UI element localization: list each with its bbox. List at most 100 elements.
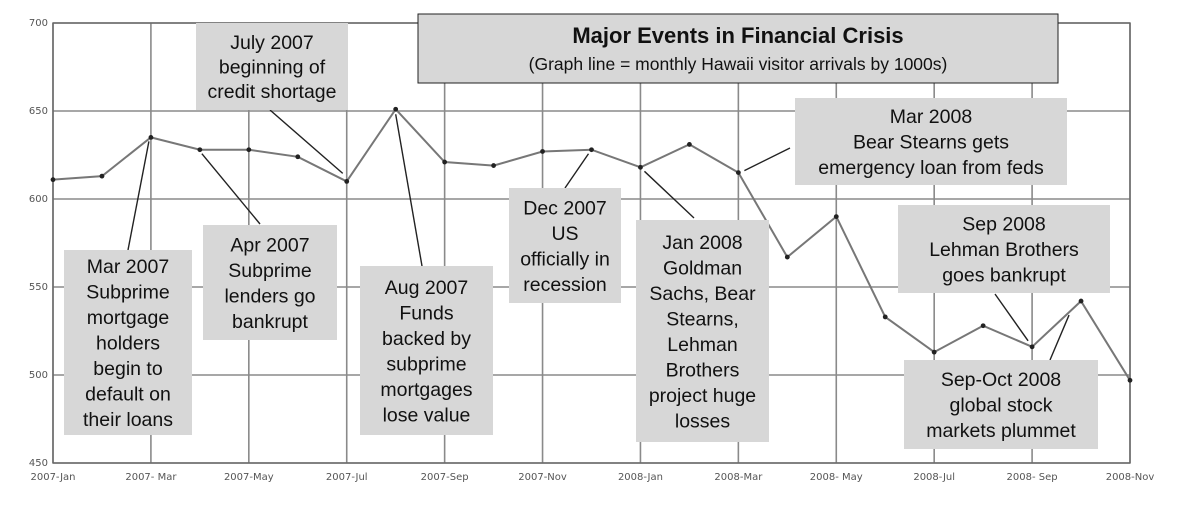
annotation-leader-line bbox=[127, 141, 150, 251]
data-point bbox=[931, 349, 937, 355]
annotation-text: US bbox=[551, 223, 578, 245]
annotation-box bbox=[509, 188, 621, 303]
data-point bbox=[589, 147, 594, 153]
annotation-leader-line bbox=[994, 293, 1029, 342]
annotation-leader-line bbox=[1049, 314, 1070, 361]
annotation-dec2007: Dec 2007 US officially in recession bbox=[509, 188, 621, 303]
data-point bbox=[833, 214, 839, 220]
annotation-text: markets plummet bbox=[926, 420, 1076, 442]
annotation-text: Sep 2008 bbox=[962, 214, 1046, 236]
annotation-text: losses bbox=[675, 410, 731, 432]
annotation-box bbox=[904, 360, 1098, 449]
annotation-text: holders bbox=[96, 333, 160, 355]
annotation-text: Lehman bbox=[667, 334, 737, 356]
x-tick-label: 2007-Nov bbox=[518, 472, 567, 483]
annotation-text: Mar 2007 bbox=[87, 256, 169, 278]
annotation-leader-line bbox=[201, 153, 261, 225]
annotation-text: Sachs, Bear bbox=[649, 283, 756, 305]
chart-subtitle: (Graph line = monthly Hawaii visitor arr… bbox=[529, 54, 948, 74]
data-point bbox=[882, 314, 888, 320]
annotation-text: credit shortage bbox=[208, 81, 337, 103]
y-tick-label: 700 bbox=[29, 18, 48, 29]
annotation-text: recession bbox=[523, 274, 606, 296]
annotation-leaders bbox=[127, 109, 1070, 361]
annotation-box bbox=[898, 205, 1110, 293]
annotation-sepoct2008: Sep-Oct 2008 global stock markets plummet bbox=[904, 360, 1098, 449]
annotation-box bbox=[196, 23, 348, 110]
annotation-text: Goldman bbox=[663, 257, 742, 279]
data-point bbox=[540, 149, 545, 154]
annotation-mar2007: Mar 2007 Subprime mortgage holders begin to d… bbox=[64, 250, 192, 435]
annotation-text: Bear Stearns gets bbox=[853, 132, 1009, 154]
data-point bbox=[393, 106, 399, 112]
chart-title: Major Events in Financial Crisis bbox=[572, 23, 903, 48]
data-point bbox=[197, 147, 203, 153]
annotation-text: mortgages bbox=[380, 379, 472, 401]
annotation-text: Apr 2007 bbox=[230, 234, 309, 256]
data-point bbox=[246, 147, 252, 153]
annotation-box bbox=[203, 225, 337, 340]
x-tick-label: 2008- Sep bbox=[1007, 472, 1058, 483]
annotation-text: Sep-Oct 2008 bbox=[941, 369, 1061, 391]
data-point bbox=[295, 154, 301, 160]
data-point bbox=[687, 142, 692, 147]
annotation-text: Lehman Brothers bbox=[929, 239, 1079, 261]
annotation-text: bankrupt bbox=[232, 311, 308, 333]
annotation-text: lenders go bbox=[224, 285, 315, 307]
x-tick-label: 2007-Jul bbox=[326, 472, 368, 483]
data-point bbox=[638, 164, 643, 170]
annotation-text: July 2007 bbox=[230, 32, 313, 54]
annotation-text: lose value bbox=[383, 404, 471, 426]
data-point bbox=[980, 323, 986, 329]
annotation-text: emergency loan from feds bbox=[818, 157, 1044, 179]
x-tick-label: 2007-Jan bbox=[30, 472, 75, 483]
data-point bbox=[491, 163, 496, 168]
title-box: Major Events in Financial Crisis (Graph … bbox=[417, 13, 1059, 84]
annotation-box bbox=[64, 250, 192, 435]
annotation-text: mortgage bbox=[87, 307, 169, 329]
y-tick-label: 450 bbox=[29, 458, 48, 469]
x-tick-label: 2008-Jul bbox=[913, 472, 955, 483]
x-tick-label: 2007-May bbox=[224, 472, 274, 483]
annotation-leader-line bbox=[643, 170, 695, 219]
annotation-text: Mar 2008 bbox=[890, 106, 972, 128]
y-tick-label: 500 bbox=[29, 370, 48, 381]
x-tick-label: 2008- May bbox=[810, 472, 863, 483]
data-point bbox=[50, 177, 56, 183]
data-point bbox=[344, 179, 350, 184]
annotation-text: goes bankrupt bbox=[942, 265, 1066, 287]
annotation-leader-line bbox=[394, 114, 423, 267]
annotation-text: beginning of bbox=[219, 57, 326, 79]
data-point bbox=[1127, 377, 1133, 383]
x-tick-label: 2008-Jan bbox=[618, 472, 663, 483]
annotation-box bbox=[360, 266, 493, 435]
data-point bbox=[1078, 298, 1084, 304]
y-tick-label: 600 bbox=[29, 194, 48, 205]
y-tick-label: 650 bbox=[29, 106, 48, 117]
data-point bbox=[1029, 344, 1035, 350]
annotation-text: subprime bbox=[386, 353, 466, 375]
annotation-box bbox=[636, 220, 769, 442]
x-tick-label: 2007- Mar bbox=[125, 472, 177, 483]
annotation-leader-line bbox=[564, 153, 590, 189]
annotation-aug2007: Aug 2007 Funds backed by subprime mortgages l… bbox=[360, 266, 493, 435]
annotation-text: officially in bbox=[520, 248, 610, 270]
annotation-box bbox=[795, 98, 1067, 185]
x-tick-label: 2008-Nov bbox=[1106, 472, 1155, 483]
annotation-text: Aug 2007 bbox=[385, 277, 469, 299]
annotation-text: Stearns, bbox=[666, 308, 739, 330]
annotation-text: backed by bbox=[382, 328, 471, 350]
annotation-leader-line bbox=[269, 109, 344, 174]
annotation-text: default on bbox=[85, 384, 171, 406]
annotation-leader-line bbox=[744, 147, 791, 172]
data-point bbox=[784, 254, 790, 260]
annotation-sep2008: Sep 2008 Lehman Brothers goes bankrupt bbox=[898, 205, 1110, 293]
annotation-text: their loans bbox=[83, 409, 173, 431]
annotation-text: Brothers bbox=[666, 359, 740, 381]
annotation-text: Dec 2007 bbox=[523, 197, 606, 219]
annotation-text: Subprime bbox=[86, 282, 169, 304]
